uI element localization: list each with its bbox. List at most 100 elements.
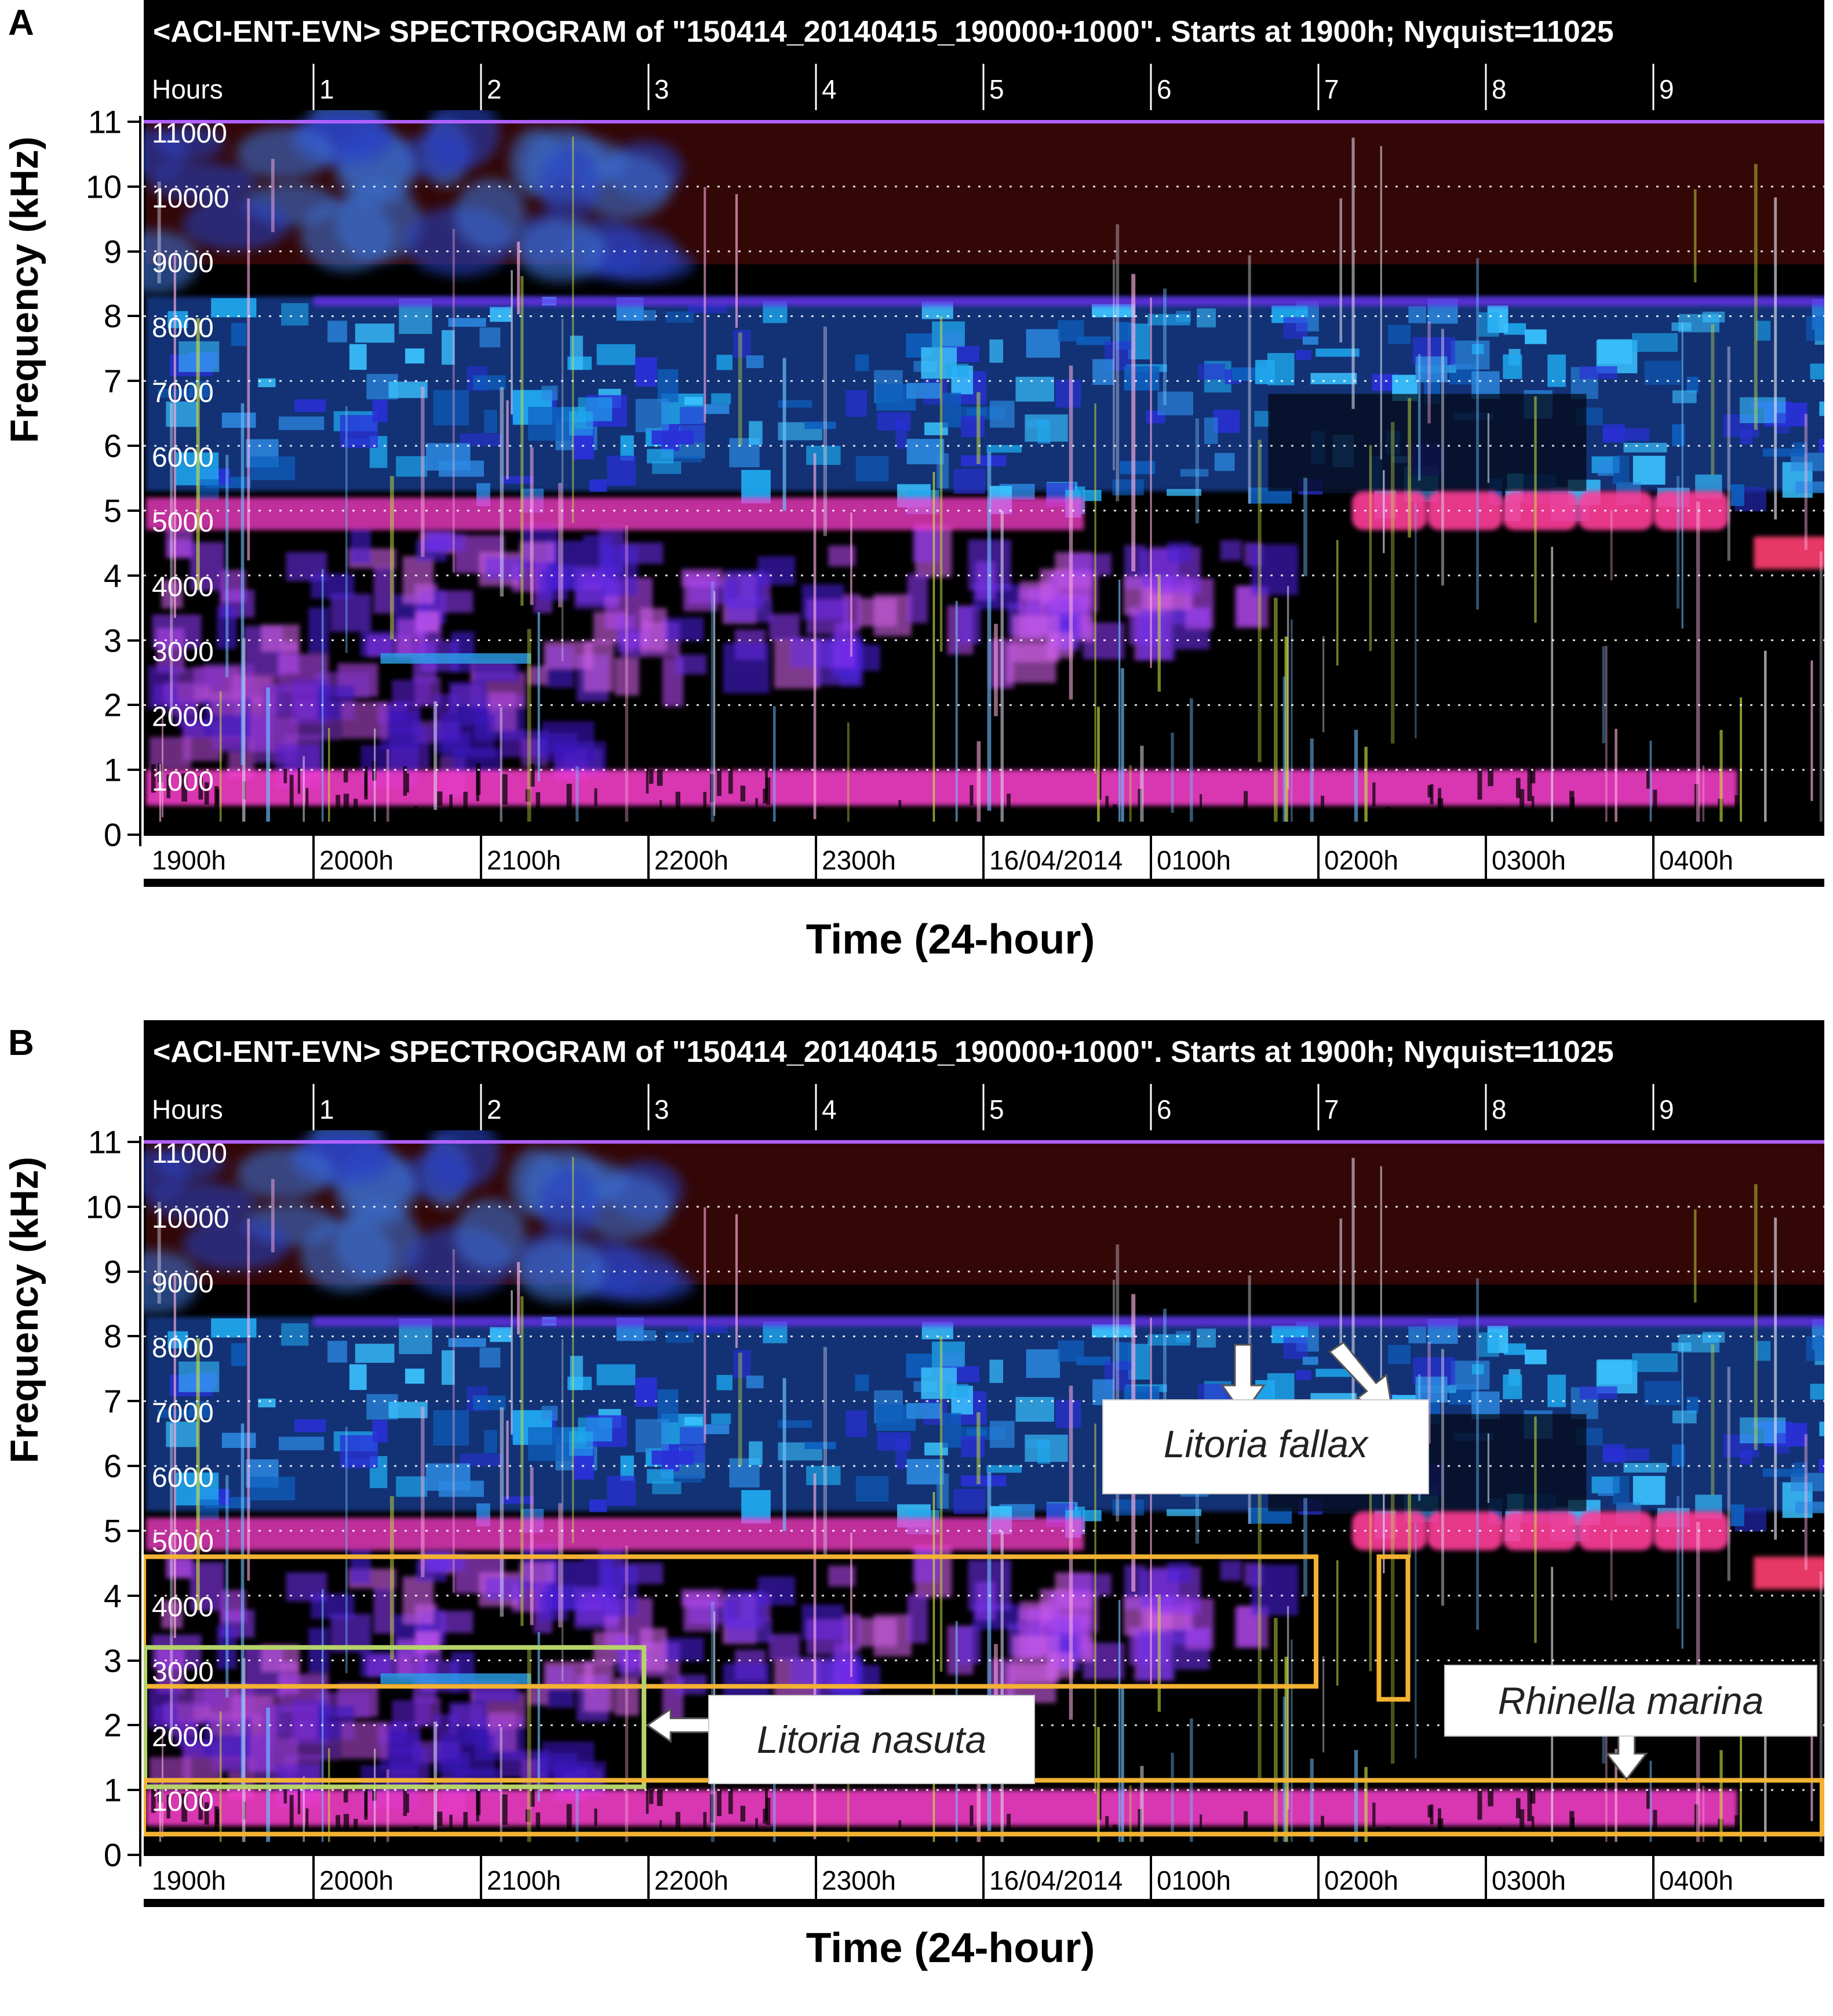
- freq-label: 5000: [152, 1527, 214, 1558]
- noise-streak: [1476, 258, 1479, 610]
- marina-gap: [476, 769, 479, 802]
- marina-gap: [818, 1827, 823, 1862]
- insect-gap: [1268, 394, 1587, 492]
- insect-blob: [989, 1421, 1015, 1448]
- marina-gap: [1385, 806, 1391, 827]
- noise-streak: [1810, 1680, 1813, 1821]
- noise-blob: [236, 1147, 334, 1200]
- noise-streak: [1693, 1209, 1697, 1303]
- marina-gap: [1150, 812, 1153, 841]
- noise-streak: [1681, 322, 1683, 629]
- marina-gap: [970, 1805, 974, 1826]
- marina-gap: [717, 1789, 722, 1817]
- marina-gap: [530, 763, 535, 787]
- insect-blob: [1092, 304, 1136, 318]
- insect-blob: [231, 323, 247, 346]
- freq-label: 5000: [152, 507, 214, 538]
- insect-blob: [1082, 490, 1102, 501]
- noise-streak: [625, 525, 629, 822]
- marina-base: [146, 1790, 1737, 1826]
- insect-blob: [570, 336, 583, 370]
- box-litoria-nasuta: [144, 1645, 647, 1789]
- insect-blob: [1124, 366, 1160, 391]
- noise-streak: [1534, 1416, 1537, 1643]
- noise-streak: [1615, 729, 1617, 822]
- fallax-blob: [350, 527, 371, 564]
- noise-streak: [511, 1290, 513, 1435]
- insect-blob: [953, 468, 986, 494]
- insect-blob: [1579, 1386, 1617, 1399]
- insect-blob: [906, 1403, 941, 1419]
- marina-gap: [1595, 810, 1599, 843]
- marina-gap: [336, 1815, 341, 1842]
- freq-label: 6000: [152, 442, 214, 473]
- y-tick-mark: [127, 1529, 141, 1532]
- fallax-blob: [858, 1618, 897, 1647]
- insect-blob: [855, 456, 889, 482]
- spectrogram-title: <ACI-ENT-EVN> SPECTROGRAM of "150414_201…: [153, 15, 1614, 49]
- marina-gap: [1571, 797, 1575, 821]
- marina-gap: [530, 1784, 535, 1807]
- freq-label: 4000: [152, 1592, 214, 1623]
- time-label: 2200h: [654, 1865, 728, 1895]
- fallax-blob: [156, 628, 185, 673]
- y-axis-line: [139, 116, 141, 846]
- insect-blob: [684, 1417, 703, 1425]
- insect-blob: [1672, 1410, 1697, 1424]
- marina-gap: [566, 784, 572, 813]
- hour-label: 8: [1492, 1094, 1507, 1125]
- marina-gap: [728, 765, 733, 794]
- noise-streak: [1097, 707, 1100, 822]
- insect-blob: [1283, 1337, 1308, 1359]
- fallax-blob: [661, 617, 704, 642]
- marina-gap: [1007, 1814, 1011, 1845]
- marina-gap: [1438, 788, 1442, 818]
- fallax-blob: [438, 590, 473, 613]
- insect-blob: [635, 399, 669, 432]
- marina-gap: [1100, 1832, 1103, 1861]
- marina-gap: [1488, 1788, 1493, 1807]
- noise-streak: [1339, 1218, 1342, 1363]
- marina-gap: [1516, 1798, 1521, 1818]
- fallax-blob: [402, 556, 434, 604]
- insect-blob: [1632, 456, 1666, 485]
- insect-blob: [541, 1406, 558, 1421]
- insect-blob: [961, 1475, 1007, 1487]
- marina-gap: [1138, 1808, 1142, 1829]
- marina-gap: [476, 1789, 479, 1822]
- insect-blob: [778, 1420, 812, 1428]
- insect-blob: [651, 1450, 694, 1465]
- insect-blob: [651, 430, 694, 445]
- marina-gap: [289, 1795, 294, 1829]
- noise-blob: [144, 1250, 199, 1315]
- insect-blob: [1503, 1343, 1526, 1355]
- marina-gap: [181, 1793, 187, 1822]
- marina-gap: [1105, 796, 1109, 830]
- insect-blob: [484, 409, 497, 434]
- insect-blob: [607, 1476, 636, 1506]
- y-tick-label: 7: [103, 1382, 122, 1420]
- marina-gap: [594, 1808, 597, 1826]
- fallax-blob: [190, 542, 225, 591]
- freq-label: 6000: [152, 1462, 214, 1493]
- marina-gap: [1646, 770, 1650, 789]
- insect-blob: [1037, 1440, 1051, 1464]
- insect-blob: [281, 1323, 309, 1346]
- marina-gap: [1321, 795, 1325, 824]
- marina-gap: [1200, 1814, 1202, 1840]
- insect-blob: [942, 1413, 961, 1448]
- noise-streak: [1649, 1760, 1652, 1842]
- noise-blob: [516, 219, 606, 282]
- noise-blob: [144, 230, 199, 294]
- insect-blob: [939, 1352, 964, 1367]
- marina-gap: [216, 788, 220, 805]
- insect-blob: [231, 1343, 247, 1366]
- marina-gap: [1516, 778, 1521, 798]
- noise-streak: [1383, 470, 1385, 554]
- insect-blob: [746, 1375, 764, 1389]
- marina-gap: [763, 1808, 767, 1824]
- marina-gap: [151, 764, 156, 793]
- marina-gap: [297, 1788, 301, 1814]
- noise-streak: [520, 1296, 524, 1626]
- label-rhinella-marina: Rhinella marina: [1444, 1665, 1817, 1737]
